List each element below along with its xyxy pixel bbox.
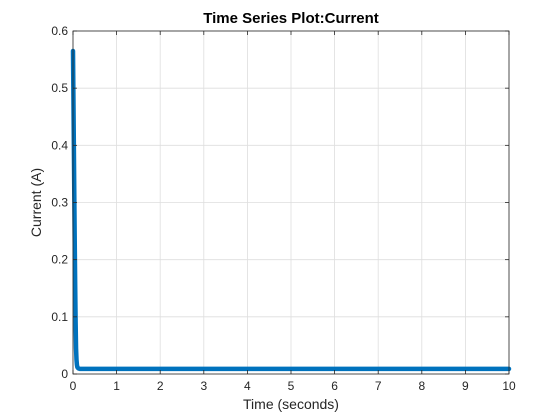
y-tick-label: 0.2 — [51, 253, 68, 267]
series-layer — [70, 48, 512, 372]
y-tick-label: 0.1 — [51, 310, 68, 324]
x-tick-label: 9 — [462, 379, 469, 393]
y-axis-label: Current (A) — [28, 168, 44, 237]
x-tick-label: 4 — [244, 379, 251, 393]
x-tick-label: 3 — [200, 379, 207, 393]
y-tick-label: 0.4 — [51, 138, 68, 152]
y-tick-label: 0.6 — [51, 24, 68, 38]
x-tick-label: 5 — [288, 379, 295, 393]
y-tick-label: 0.3 — [51, 196, 68, 210]
x-tick-label: 1 — [113, 379, 120, 393]
chart-title: Time Series Plot:Current — [203, 10, 379, 27]
x-tick-label: 2 — [157, 379, 164, 393]
y-tick-label: 0.5 — [51, 81, 68, 95]
series-line — [70, 48, 512, 372]
x-axis-label: Time (seconds) — [243, 396, 339, 412]
x-tick-label: 7 — [375, 379, 382, 393]
ticks: 0 1 2 3 4 5 6 7 8 9 10 0 0.1 0.2 0.3 0.4 0.5 0.6 — [51, 24, 516, 393]
x-tick-label: 8 — [418, 379, 425, 393]
x-tick-label: 0 — [70, 379, 77, 393]
x-tick-label: 6 — [331, 379, 338, 393]
y-tick-label: 0 — [61, 367, 68, 381]
x-tick-label: 10 — [502, 379, 516, 393]
